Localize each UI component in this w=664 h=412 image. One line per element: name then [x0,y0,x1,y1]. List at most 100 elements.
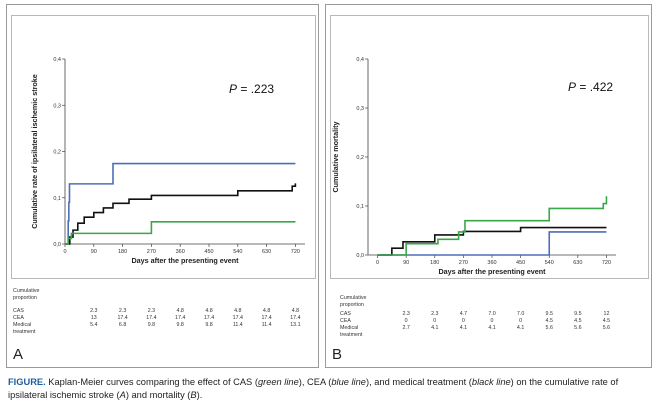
risk-row-label: CAS [13,308,24,314]
risk-row-label: Medical treatment [340,325,363,338]
y-tick-label: 0,2 [356,155,364,161]
caption-fragment: ) on the cumulative rate of ipsilateral … [8,377,619,400]
risk-cell: 9.8 [176,322,184,329]
caption-fragment: black line [471,377,511,387]
x-tick-label: 630 [573,260,582,266]
x-tick-label: 540 [233,249,242,255]
risk-cell: 4.1 [459,325,468,332]
x-axis-label: Days after the presenting event [131,256,239,265]
risk-cell: 4.8 [262,308,271,314]
risk-table-header: Cumulative proportion [340,295,367,308]
figure-caption: FIGURE. Kaplan-Meier curves comparing th… [8,376,658,401]
risk-cell: 2.3 [147,308,156,314]
caption-fragment: A [119,389,126,400]
green-line [377,196,608,256]
risk-row-label: CAS [340,311,351,317]
risk-cell: 5.6 [545,325,553,332]
caption-fragment: blue line [331,377,366,387]
risk-cell: 17.4 [232,315,243,322]
risk-cell: 17.4 [261,315,272,322]
caption-fragment: ), CEA ( [298,377,332,387]
risk-cell: 4.1 [516,325,525,332]
y-axis-label: Cumulative mortality [331,121,340,192]
x-tick-label: 0 [376,260,379,266]
risk-cell: 7.0 [488,311,496,317]
risk-cell: 9.5 [574,311,582,317]
black-line [65,183,297,245]
risk-cell: 11.4 [261,322,272,329]
y-tick-label: 0,1 [53,196,61,202]
caption-fragment: ), and medical treatment ( [365,377,472,387]
x-tick-label: 360 [176,249,185,255]
risk-cell: 4.7 [459,311,468,317]
risk-cell: 11.4 [232,322,243,329]
y-tick-label: 0,4 [53,57,61,63]
plot-frame-b [330,15,649,279]
risk-cell: 2.3 [402,311,410,317]
panel-letter-a: A [13,346,24,363]
p-value-annotation: P = .422 [568,80,613,94]
risk-cell: 0 [490,318,494,325]
risk-cell: 4.5 [602,318,611,325]
km-chart-a: 0,0 0,1 0,2 0,3 0,4 0 90 180 270 360 450 540 630 720 D… [30,57,305,265]
risk-cell: 17.4 [117,315,128,322]
panel-letter-b: B [332,346,343,363]
y-tick-label: 0,3 [53,103,61,109]
caption-fragment: green line [257,377,299,387]
y-tick-label: 0,1 [356,204,364,210]
risk-cell: 0 [519,318,523,325]
panel-b: 0,0 0,1 0,2 0,3 0,4 0 90 180 270 360 450 540 630 720 D… [325,4,652,368]
risk-cell: 17.4 [290,315,301,322]
green-line [65,221,296,245]
caption-body: Kaplan-Meier curves comparing the effect… [8,377,618,400]
blue-line [377,231,607,256]
risk-cell: 2.3 [118,308,127,314]
km-chart-b: 0,0 0,1 0,2 0,3 0,4 0 90 180 270 360 450 540 630 720 D… [331,57,616,276]
risk-table-header: Cumulative proportion [13,288,40,301]
x-tick-label: 360 [487,260,496,266]
x-tick-label: 720 [291,249,300,255]
x-axis-label: Days after the presenting event [438,267,546,276]
risk-cell: 4.1 [431,325,439,332]
risk-cell: 9.8 [205,322,213,329]
risk-cell: 6.8 [118,322,127,329]
plot-frame-a [11,15,316,279]
risk-cell: 5.6 [574,325,582,332]
risk-cell: 9.8 [147,322,156,329]
x-tick-label: 180 [430,260,439,266]
blue-line [65,162,296,245]
x-tick-label: 0 [63,249,66,255]
risk-cell: 4.8 [291,308,300,314]
risk-cell: 9.5 [545,311,553,317]
panel-a: 0,0 0,1 0,2 0,3 0,4 0 90 180 270 360 450 540 630 720 D… [6,4,319,368]
risk-row-label: CEA [13,315,24,322]
caption-fragment: B [190,389,197,400]
caption-fragment: ) and mortality ( [125,389,191,400]
caption-lead: FIGURE. [8,377,46,387]
y-tick-label: 0,4 [356,57,364,63]
x-tick-label: 90 [403,260,409,266]
risk-cell: 13.1 [290,322,301,329]
risk-cell: 4.5 [545,318,553,325]
x-tick-label: 270 [147,249,156,255]
x-tick-label: 450 [516,260,525,266]
risk-cell: 17.4 [146,315,157,322]
p-value-annotation: P = .223 [229,82,274,96]
risk-cell: 0 [404,318,408,325]
x-tick-label: 540 [545,260,554,266]
risk-cell: 17.4 [175,315,186,322]
risk-cell: 4.8 [176,308,184,314]
y-tick-label: 0,2 [53,150,61,156]
risk-cell: 4.1 [488,325,496,332]
risk-cell: 5.4 [90,322,98,329]
risk-cell: 2.3 [431,311,439,317]
caption-fragment: ). [196,389,203,400]
x-tick-label: 180 [118,249,127,255]
x-tick-label: 720 [602,260,611,266]
risk-cell: 4.8 [234,308,242,314]
x-tick-label: 450 [204,249,213,255]
risk-cell: 17.4 [203,315,215,322]
x-tick-label: 630 [262,249,271,255]
x-tick-label: 270 [459,260,468,266]
risk-row-label: CEA [340,318,351,325]
